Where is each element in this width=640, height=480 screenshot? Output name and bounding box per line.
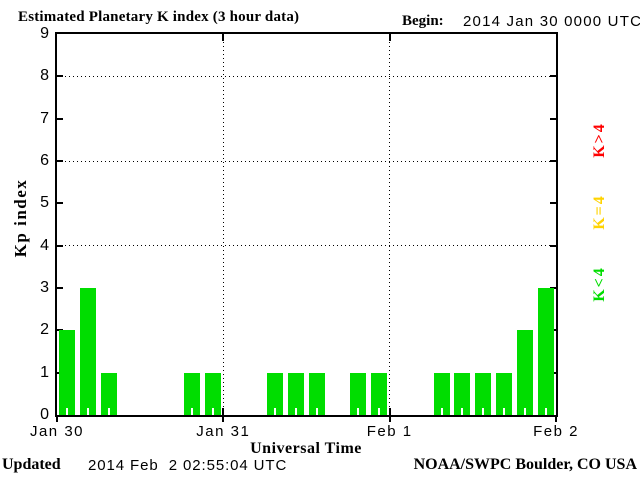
- day-tick-bottom: [388, 408, 391, 415]
- y-tick-left: [57, 202, 63, 205]
- day-gridline: [222, 34, 224, 415]
- kp-bar: [433, 372, 450, 415]
- y-tick-label: 3: [40, 279, 49, 296]
- day-tick-below: [388, 417, 391, 422]
- y-tick-left: [57, 244, 63, 247]
- x-day-label: Feb 2: [533, 423, 579, 440]
- kp-bar: [80, 288, 97, 415]
- day-tick-bottom: [222, 408, 225, 415]
- day-tick-below: [222, 417, 225, 422]
- day-gridline: [389, 34, 391, 415]
- legend-item: K=4: [591, 194, 608, 230]
- bar-center-tick: [544, 408, 547, 415]
- kp-bar: [59, 330, 76, 415]
- kp-bar: [350, 372, 367, 415]
- kp-bar: [308, 372, 325, 415]
- bar-center-tick: [295, 408, 298, 415]
- x-day-label: Jan 31: [196, 423, 251, 440]
- bar-center-tick: [66, 408, 69, 415]
- kp-bar: [204, 372, 221, 415]
- begin-label: Begin:: [402, 13, 444, 29]
- y-gridline: [57, 245, 556, 247]
- legend-item: K<4: [591, 266, 608, 302]
- bar-center-tick: [211, 408, 214, 415]
- day-tick-below: [56, 417, 58, 422]
- day-tick-top: [222, 34, 225, 41]
- legend-item: K>4: [591, 122, 608, 158]
- kp-bar: [454, 372, 471, 415]
- kp-bar: [537, 288, 554, 415]
- kp-bar: [184, 372, 201, 415]
- bar-center-tick: [107, 408, 110, 415]
- bar-center-tick: [440, 408, 443, 415]
- kp-bar: [288, 372, 305, 415]
- plot-area: [55, 32, 558, 417]
- y-gridline: [57, 75, 556, 77]
- bar-center-tick: [357, 408, 360, 415]
- y-tick-left: [57, 329, 63, 332]
- y-tick-right: [550, 160, 556, 162]
- bar-center-tick: [523, 408, 526, 415]
- bar-center-tick: [274, 408, 277, 415]
- kp-bar: [371, 372, 388, 415]
- y-tick-left: [57, 75, 63, 78]
- bar-center-tick: [191, 408, 194, 415]
- plot-inner: [57, 34, 556, 415]
- y-tick-right: [550, 202, 556, 205]
- begin-value: 2014 Jan 30 0000 UTC: [463, 13, 640, 30]
- kp-bar: [267, 372, 284, 415]
- day-tick-below: [555, 417, 557, 422]
- bar-center-tick: [503, 408, 506, 415]
- source-attribution: NOAA/SWPC Boulder, CO USA: [413, 456, 637, 473]
- y-tick-label: 7: [40, 109, 49, 127]
- kp-bar: [496, 372, 513, 415]
- updated-label: Updated: [2, 456, 61, 473]
- y-tick-left: [57, 160, 63, 162]
- kp-bar: [475, 372, 492, 415]
- y-tick-left: [57, 287, 63, 289]
- bar-center-tick: [482, 408, 485, 415]
- y-tick-label: 6: [40, 152, 49, 169]
- y-tick-label: 4: [40, 236, 49, 254]
- y-tick-label: 5: [40, 194, 49, 212]
- y-tick-right: [550, 117, 556, 120]
- bar-center-tick: [87, 408, 90, 415]
- page-title: Estimated Planetary K index (3 hour data…: [18, 9, 300, 25]
- y-tick-label: 0: [40, 406, 49, 423]
- x-day-label: Feb 1: [366, 423, 413, 440]
- x-day-label: Jan 30: [29, 423, 85, 440]
- bar-center-tick: [315, 408, 318, 415]
- y-tick-label: 9: [40, 25, 49, 42]
- y-tick-left: [57, 117, 63, 120]
- kp-bar: [516, 330, 533, 415]
- y-tick-label: 8: [40, 67, 49, 85]
- updated-timestamp: 2014 Feb 2 02:55:04 UTC: [88, 457, 288, 474]
- bar-center-tick: [378, 408, 381, 415]
- y-tick-label: 2: [40, 321, 49, 339]
- y-gridline: [57, 160, 556, 162]
- y-tick-label: 1: [40, 363, 49, 381]
- bar-center-tick: [461, 408, 464, 415]
- kp-bar: [100, 372, 117, 415]
- x-axis-title: Universal Time: [250, 440, 362, 457]
- y-tick-right: [550, 244, 556, 247]
- y-tick-right: [550, 75, 556, 78]
- day-tick-top: [388, 34, 391, 41]
